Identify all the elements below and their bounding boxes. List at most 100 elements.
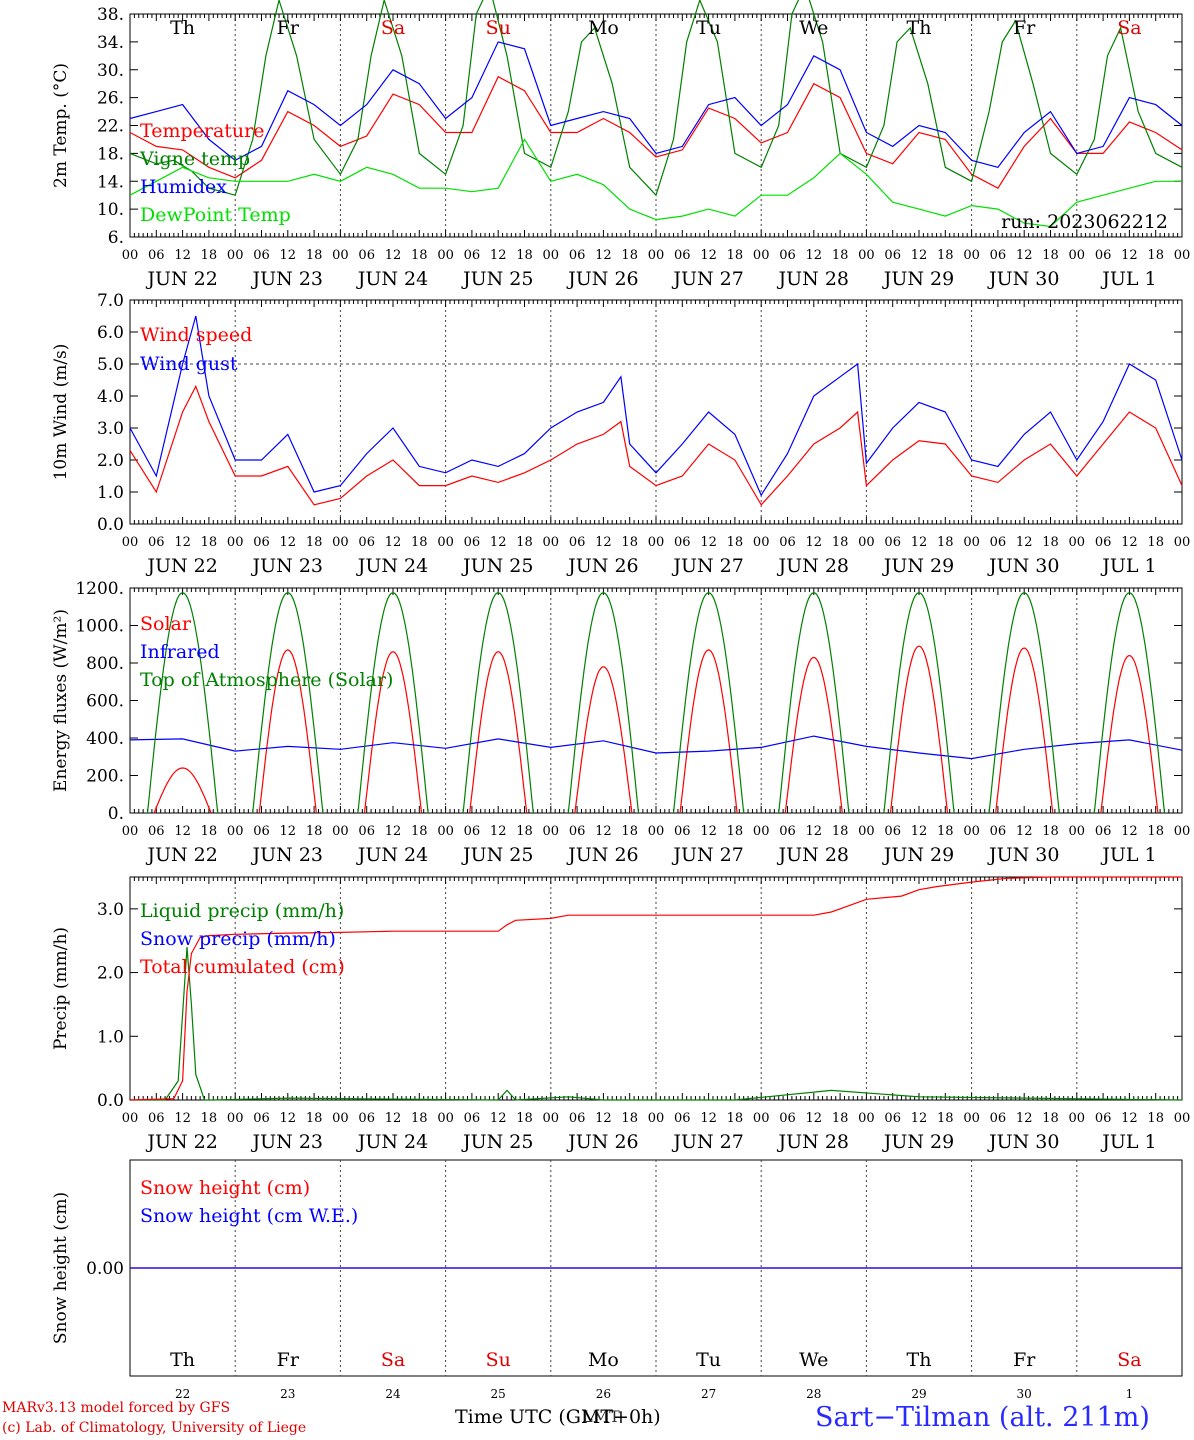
- hour-tick-label: 18: [727, 1111, 744, 1126]
- y-tick-label: 18.: [97, 144, 124, 164]
- hour-tick-label: 00: [543, 535, 560, 550]
- date-label: JUL 1: [1100, 844, 1156, 866]
- hour-tick-label: 18: [1042, 248, 1059, 263]
- weekday-label: Su: [486, 17, 511, 39]
- date-label: JUN 24: [356, 1131, 428, 1153]
- weekday-label: Tu: [696, 17, 721, 39]
- y-tick-label: 1000.: [75, 617, 124, 637]
- series-humidex: [129, 41, 1183, 168]
- series-total-cumulated-cm-: [129, 876, 1182, 1101]
- hour-tick-label: 00: [1069, 824, 1086, 839]
- y-tick-label: 2.0: [97, 451, 124, 471]
- x-axis-title: Time UTC (GMT+0h): [455, 1406, 661, 1428]
- hour-tick-label: 06: [464, 248, 481, 263]
- hour-tick-label: 00: [1069, 535, 1086, 550]
- hour-tick-label: 00: [437, 248, 454, 263]
- hour-tick-label: 06: [569, 824, 586, 839]
- hour-tick-label: 12: [490, 824, 507, 839]
- hour-tick-label: 00: [122, 824, 139, 839]
- y-tick-label: 38.: [97, 5, 124, 25]
- y-axis-label: 2m Temp. (°C): [51, 63, 71, 188]
- date-label: JUN 22: [145, 555, 217, 577]
- y-tick-label: 0.: [108, 804, 124, 824]
- hour-tick-label: 00: [963, 248, 980, 263]
- hour-tick-label: 06: [253, 1111, 270, 1126]
- date-label: JUN 22: [145, 1131, 217, 1153]
- hour-tick-label: 12: [911, 248, 928, 263]
- hour-tick-label: 06: [1095, 1111, 1112, 1126]
- date-label: JUN 28: [777, 268, 849, 290]
- weekday-label: Tu: [696, 1349, 721, 1371]
- weekday-label: Th: [170, 17, 195, 39]
- y-tick-label: 1200.: [75, 579, 124, 599]
- hour-tick-label: 00: [963, 535, 980, 550]
- hour-tick-label: 18: [1147, 535, 1164, 550]
- weekday-label: Sa: [381, 1349, 405, 1371]
- date-label: JUN 28: [777, 1131, 849, 1153]
- series-top-of-atmosphere-solar-: [146, 592, 1166, 814]
- hour-tick-label: 00: [227, 535, 244, 550]
- hour-tick-label: 00: [648, 535, 665, 550]
- hour-tick-label: 06: [148, 1111, 165, 1126]
- hour-tick-label: 18: [937, 248, 954, 263]
- series-temperature: [129, 75, 1183, 189]
- legend-entry: Top of Atmosphere (Solar): [140, 669, 393, 691]
- hour-tick-label: 12: [700, 824, 717, 839]
- hour-tick-label: 18: [937, 1111, 954, 1126]
- hour-tick-label: 00: [543, 1111, 560, 1126]
- hour-tick-label: 18: [411, 824, 428, 839]
- hour-tick-label: 18: [621, 248, 638, 263]
- day-number: 23: [280, 1387, 295, 1401]
- series-solar-peaks-daily-max-: [153, 645, 1159, 814]
- legend-entry: Wind gust: [140, 353, 238, 375]
- y-axis-label: 10m Wind (m/s): [51, 344, 71, 481]
- date-label: JUN 24: [356, 268, 428, 290]
- hour-tick-label: 12: [911, 824, 928, 839]
- hour-tick-label: 18: [516, 824, 533, 839]
- y-tick-label: 34.: [97, 33, 124, 53]
- weekday-label: Fr: [277, 1349, 300, 1371]
- hour-tick-label: 00: [648, 248, 665, 263]
- hour-tick-label: 06: [1095, 248, 1112, 263]
- hour-tick-label: 18: [516, 535, 533, 550]
- hour-tick-label: 06: [674, 1111, 691, 1126]
- hour-tick-label: 18: [937, 535, 954, 550]
- y-tick-label: 6.: [108, 228, 124, 248]
- y-tick-label: 200.: [86, 767, 124, 787]
- day-number: 22: [175, 1387, 190, 1401]
- hour-tick-label: 18: [727, 535, 744, 550]
- hour-tick-label: 06: [990, 1111, 1007, 1126]
- weekday-label: Sa: [1117, 1349, 1141, 1371]
- legend-entry: DewPoint Temp: [140, 204, 291, 226]
- hour-tick-label: 18: [411, 535, 428, 550]
- hour-tick-label: 06: [569, 248, 586, 263]
- y-tick-label: 22.: [97, 117, 124, 137]
- hour-tick-label: 00: [858, 535, 875, 550]
- hour-tick-label: 00: [648, 1111, 665, 1126]
- hour-tick-label: 00: [858, 824, 875, 839]
- hour-tick-label: 06: [358, 1111, 375, 1126]
- hour-tick-label: 06: [464, 535, 481, 550]
- date-label: JUN 23: [251, 1131, 323, 1153]
- y-tick-label: 400.: [86, 729, 124, 749]
- series-vigne-temp: [129, 0, 1183, 197]
- hour-tick-label: 12: [280, 1111, 297, 1126]
- date-label: JUN 23: [251, 555, 323, 577]
- date-label: JUN 26: [566, 844, 638, 866]
- hour-tick-label: 06: [253, 248, 270, 263]
- lab-credit: (c) Lab. of Climatology, University of L…: [2, 1420, 307, 1436]
- y-tick-label: 0.00: [86, 1259, 124, 1279]
- hour-tick-label: 00: [543, 248, 560, 263]
- date-label: JUN 24: [356, 844, 428, 866]
- date-label: JUN 27: [671, 844, 743, 866]
- hour-tick-label: 18: [306, 248, 323, 263]
- hour-tick-label: 00: [227, 1111, 244, 1126]
- y-tick-label: 1.0: [97, 1027, 124, 1047]
- hour-tick-label: 12: [174, 535, 191, 550]
- hour-tick-label: 00: [437, 824, 454, 839]
- day-number: 30: [1017, 1387, 1032, 1401]
- date-label: JUN 29: [882, 1131, 954, 1153]
- hour-tick-label: 18: [516, 248, 533, 263]
- hour-tick-label: 18: [1042, 824, 1059, 839]
- hour-tick-label: 18: [1042, 1111, 1059, 1126]
